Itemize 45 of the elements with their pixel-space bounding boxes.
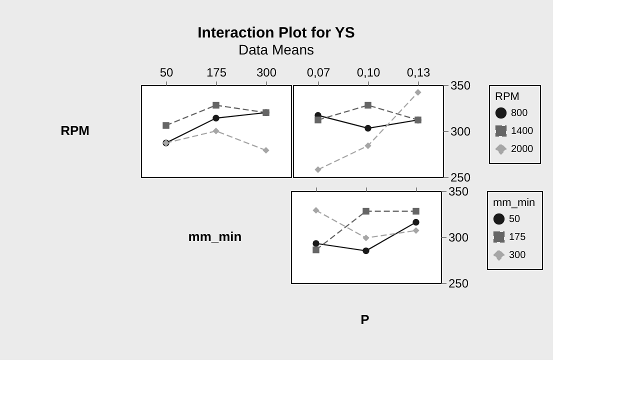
point [364, 124, 372, 132]
y-axis-title: mm_min [188, 229, 242, 244]
point [212, 102, 220, 109]
point [412, 227, 420, 234]
point [262, 146, 270, 154]
point [412, 218, 420, 226]
chart-title: Interaction Plot for YS [198, 24, 355, 42]
y-tick-label: 300 [448, 230, 469, 244]
point [362, 234, 370, 242]
point [364, 142, 372, 150]
x-tick-label: 300 [256, 66, 277, 80]
legend-label: 50 [509, 214, 521, 225]
point [162, 122, 170, 129]
legend-title: mm_min [493, 197, 536, 209]
x-tick-label: 0,07 [306, 66, 330, 80]
legend-title: RPM [495, 91, 520, 103]
legend-label: 175 [509, 232, 526, 243]
legend-label: 2000 [511, 144, 534, 155]
x-axis-title: P [360, 312, 370, 327]
y-axis-title: RPM [60, 123, 90, 138]
legend-label: 1400 [511, 126, 534, 137]
y-tick-label: 250 [450, 170, 471, 184]
point [362, 208, 370, 215]
point [412, 208, 420, 215]
point [314, 116, 322, 124]
legend-label: 300 [509, 250, 526, 261]
x-tick-label: 0,13 [406, 66, 430, 80]
point [314, 166, 322, 173]
point [212, 114, 220, 122]
point [414, 89, 422, 96]
point [212, 128, 220, 134]
point [364, 102, 372, 109]
y-tick-label: 350 [448, 184, 469, 198]
point [312, 206, 320, 214]
y-tick-label: 350 [450, 78, 471, 92]
legend-label: 800 [511, 108, 528, 119]
y-tick-label: 300 [450, 124, 471, 138]
x-tick-label: 0,10 [356, 66, 380, 80]
y-tick-label: 250 [448, 276, 469, 290]
point [312, 240, 320, 247]
x-tick-label: 50 [160, 66, 174, 80]
x-tick-label: 175 [206, 66, 227, 80]
chart-subtitle: Data Means [238, 42, 314, 58]
point [362, 247, 370, 254]
point [312, 246, 320, 254]
